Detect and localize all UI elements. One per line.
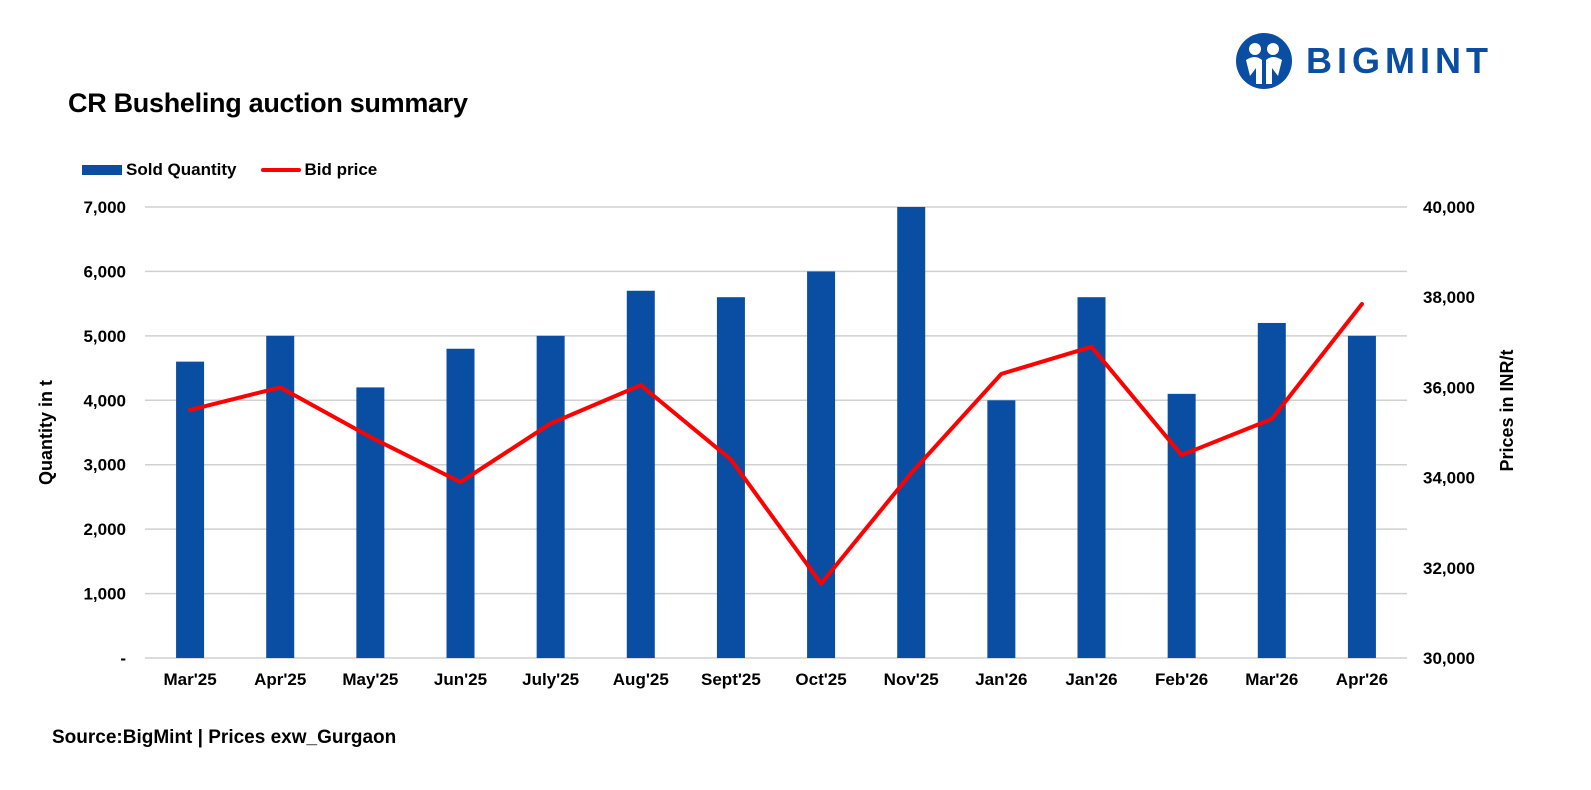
x-tick-label: Mar'26 [1245, 670, 1298, 689]
x-tick-label: Sept'25 [701, 670, 761, 689]
bar [1347, 335, 1376, 658]
x-tick-label: Oct'25 [795, 670, 846, 689]
legend-swatch-bar [82, 165, 122, 175]
bar [536, 335, 565, 658]
legend-label-sold-quantity: Sold Quantity [126, 160, 237, 179]
legend-item-bid-price: Bid price [260, 160, 378, 180]
bar [356, 387, 385, 658]
y2-tick-label: 32,000 [1423, 559, 1475, 578]
bar [266, 335, 295, 658]
bar [446, 348, 475, 658]
y-axis-title: Quantity in t [36, 380, 56, 485]
x-tick-label: Jan'26 [1065, 670, 1117, 689]
bar [626, 290, 655, 658]
y-tick-label: 3,000 [83, 456, 126, 475]
x-tick-label: July'25 [522, 670, 579, 689]
bar [716, 297, 745, 658]
y2-tick-label: 36,000 [1423, 378, 1475, 397]
y2-tick-label: 40,000 [1423, 198, 1475, 217]
y2-tick-label: 34,000 [1423, 469, 1475, 488]
y-tick-label: 2,000 [83, 520, 126, 539]
y-tick-label: 6,000 [83, 262, 126, 281]
x-tick-label: Nov'25 [884, 670, 939, 689]
y-tick-label: 4,000 [83, 391, 126, 410]
legend-swatch-line [260, 168, 301, 172]
x-tick-label: Jan'26 [975, 670, 1027, 689]
y2-axis-title: Prices in INR/t [1497, 349, 1517, 471]
chart-title: CR Busheling auction summary [68, 88, 468, 118]
y-tick-label: 5,000 [83, 327, 126, 346]
bigmint-people-globe-icon [1236, 33, 1292, 89]
chart-legend: Sold Quantity Bid price [82, 160, 401, 180]
brand-name: BIGMINT [1306, 40, 1493, 81]
bar [1167, 393, 1196, 658]
x-tick-label: May'25 [342, 670, 398, 689]
legend-label-bid-price: Bid price [304, 160, 378, 179]
x-tick-label: Mar'25 [163, 670, 216, 689]
bar [807, 271, 836, 658]
y2-tick-label: 30,000 [1423, 649, 1475, 668]
bar [897, 207, 926, 658]
x-tick-label: Aug'25 [613, 670, 669, 689]
x-tick-label: Apr'26 [1336, 670, 1388, 689]
bid-price-line [188, 301, 1364, 586]
source-note: Source:BigMint | Prices exw_Gurgaon [52, 727, 397, 748]
x-tick-label: Jun'25 [434, 670, 487, 689]
x-tick-label: Feb'26 [1155, 670, 1208, 689]
bar [1257, 322, 1286, 658]
bar [987, 400, 1016, 658]
y2-tick-label: 38,000 [1423, 288, 1475, 307]
legend-item-sold-quantity: Sold Quantity [82, 160, 237, 180]
x-tick-label: Apr'25 [254, 670, 306, 689]
y-tick-label: 7,000 [83, 198, 126, 217]
brand-logo: BIGMINT [1234, 30, 1493, 92]
y-tick-label: 1,000 [83, 585, 126, 604]
y-tick-label: - [120, 649, 126, 668]
